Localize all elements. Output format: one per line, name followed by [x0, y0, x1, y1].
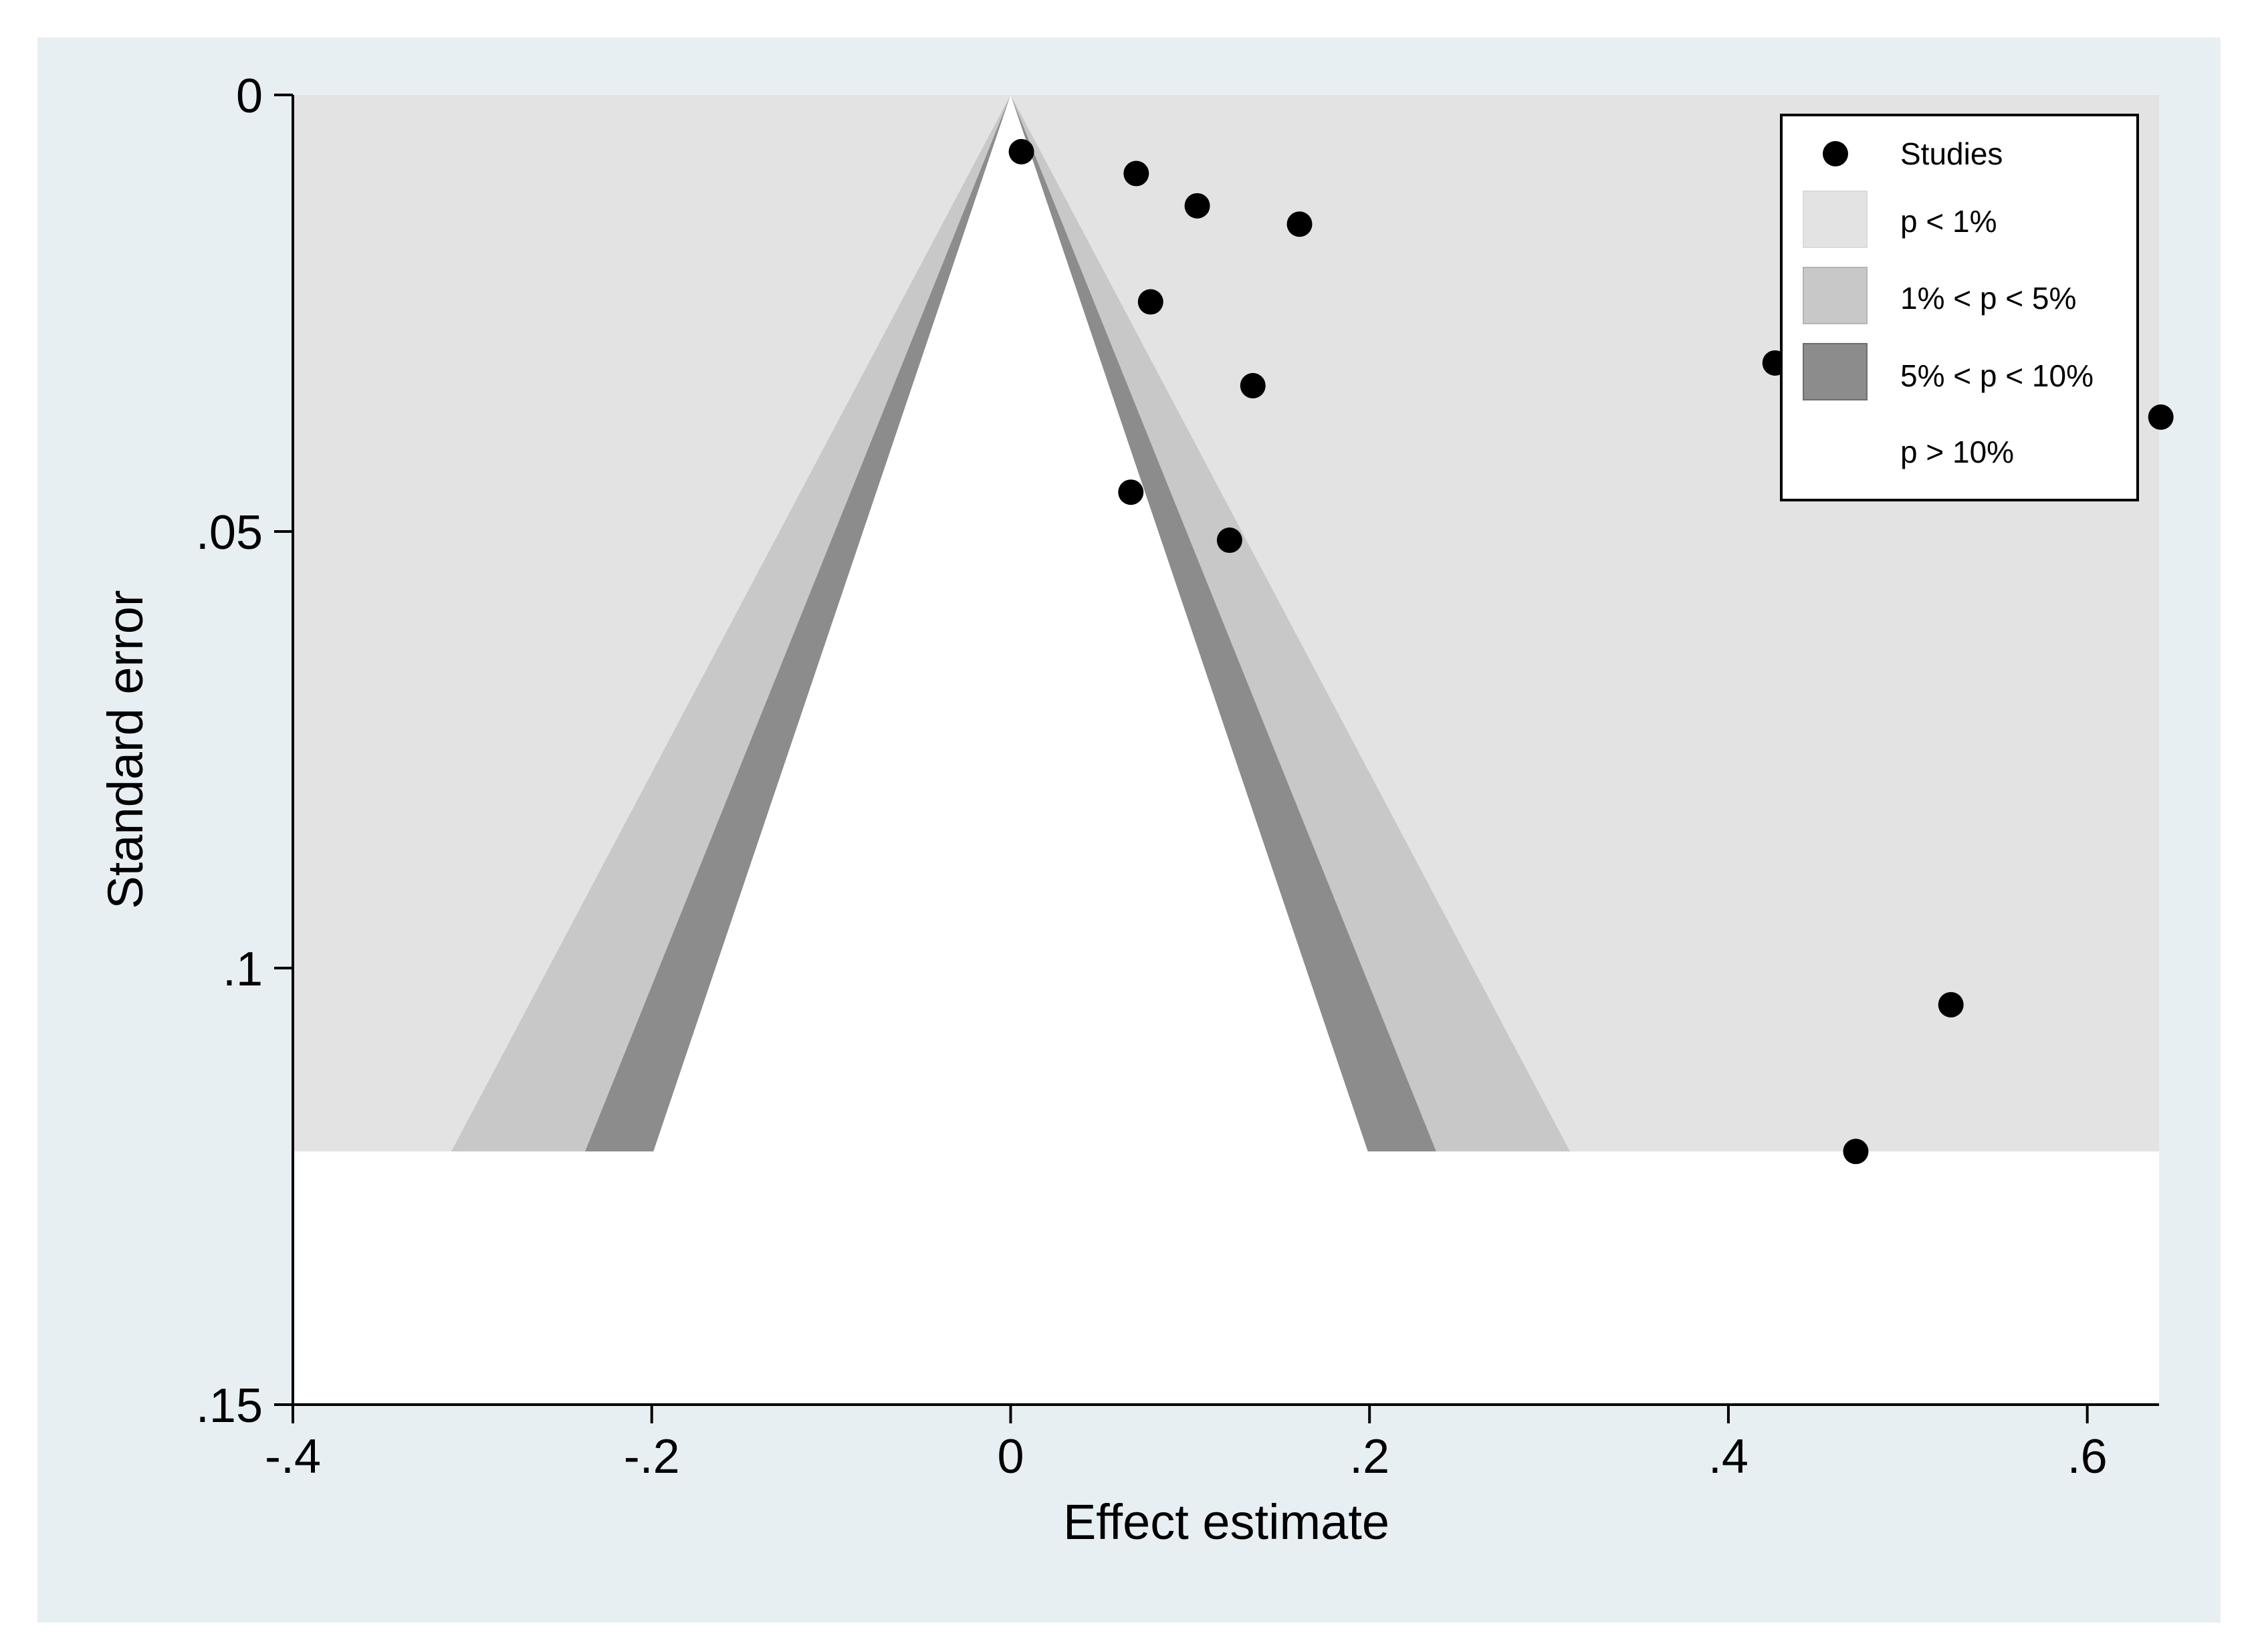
x-tick-label: .6 [2067, 1430, 2108, 1484]
study-point [1008, 138, 1034, 164]
legend-item-p1: p < 1% [1803, 191, 1997, 248]
legend-p10-label: 5% < p < 10% [1900, 358, 2094, 393]
x-tick-label: -.4 [265, 1430, 321, 1484]
contour-band-2-left [585, 95, 1011, 1152]
contour-band-1-left [451, 95, 1011, 1152]
study-point [1118, 479, 1144, 505]
legend-p5-swatch [1803, 267, 1868, 324]
legend-item-pgt10: p > 10% [1803, 420, 2014, 476]
x-ticks: -.4 -.2 0 .2 .4 .6 [265, 1405, 2108, 1484]
contour-band-1-right [1010, 95, 1570, 1152]
study-point [1843, 1139, 1869, 1165]
study-point [1286, 211, 1313, 237]
legend: Studies p < 1% 1% < p < 5% 5% < p < 10% … [1780, 114, 2139, 501]
contour-region-p10-plus [653, 95, 1368, 1152]
study-point [2148, 404, 2174, 430]
legend-item-p5: 1% < p < 5% [1803, 267, 2076, 324]
x-tick-label: 0 [997, 1430, 1024, 1484]
y-tick-label: 0 [236, 70, 263, 123]
study-point [1216, 527, 1242, 554]
study-point [1123, 160, 1149, 187]
legend-item-studies: Studies [1823, 136, 2003, 171]
x-tick-label: .2 [1349, 1430, 1389, 1484]
legend-p10-swatch [1803, 343, 1868, 400]
legend-p5-label: 1% < p < 5% [1900, 281, 2076, 316]
contour-band-2-right [1010, 95, 1436, 1152]
legend-p1-label: p < 1% [1900, 204, 1997, 239]
y-tick-label: .15 [196, 1379, 263, 1433]
points-layer [1008, 138, 2174, 1165]
x-tick-label: -.2 [624, 1430, 680, 1484]
study-point [1137, 289, 1163, 315]
legend-p1-swatch [1803, 191, 1868, 248]
study-point [1938, 991, 1964, 1018]
y-axis-title: Standard error [98, 590, 153, 909]
x-tick-label: .4 [1708, 1430, 1749, 1484]
legend-studies-marker [1823, 141, 1848, 166]
x-axis-title: Effect estimate [1063, 1494, 1389, 1550]
y-ticks: 0 .05 .1 .15 [196, 70, 293, 1433]
legend-pgt10-label: p > 10% [1900, 435, 2014, 469]
study-point [1184, 193, 1210, 219]
legend-pgt10-swatch [1803, 420, 1867, 476]
axes: -.4 -.2 0.2.4.6 0.05.1.15 Effect estimate … [98, 70, 2159, 1550]
y-tick-label: .05 [196, 506, 263, 560]
contours-layer [293, 95, 2159, 1152]
study-point [1240, 372, 1266, 398]
y-tick-label: .1 [223, 943, 263, 996]
legend-item-p10: 5% < p < 10% [1803, 343, 2094, 400]
legend-studies-label: Studies [1900, 136, 2003, 171]
